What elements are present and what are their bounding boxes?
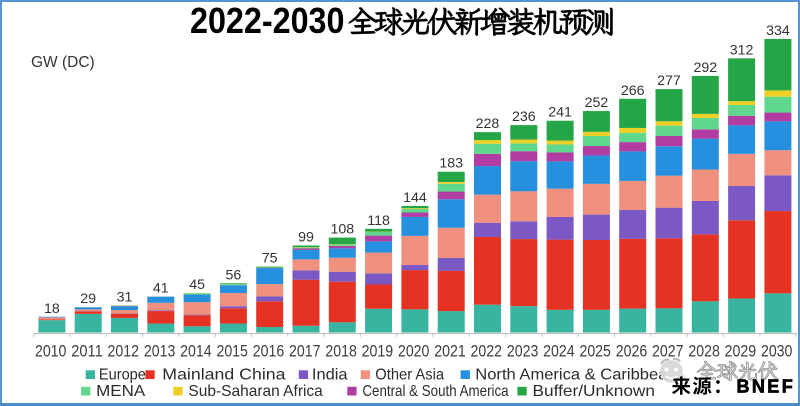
svg-text:India: India [312, 367, 348, 384]
svg-text:North America & Caribbean: North America & Caribbean [475, 367, 676, 384]
svg-text:252: 252 [585, 95, 609, 111]
svg-text:Central & South America: Central & South America [362, 383, 508, 400]
svg-text:2017: 2017 [289, 342, 321, 361]
svg-text:2025: 2025 [579, 342, 611, 361]
svg-text:Mainland China: Mainland China [162, 367, 285, 384]
svg-text:75: 75 [262, 251, 278, 267]
svg-text:183: 183 [439, 156, 463, 172]
svg-text:2011: 2011 [71, 342, 103, 361]
svg-text:Sub-Saharan Africa: Sub-Saharan Africa [188, 383, 322, 400]
svg-text:118: 118 [367, 213, 390, 229]
svg-text:Buffer/Unknown: Buffer/Unknown [533, 383, 656, 400]
svg-text:2023: 2023 [507, 342, 539, 361]
svg-text:266: 266 [621, 83, 645, 99]
svg-text:2021: 2021 [434, 342, 466, 361]
svg-text:2016: 2016 [253, 342, 285, 361]
svg-text:236: 236 [512, 109, 536, 125]
svg-text:41: 41 [153, 281, 169, 297]
svg-text:277: 277 [657, 73, 681, 89]
svg-text:Europe: Europe [99, 367, 146, 384]
svg-text:312: 312 [730, 42, 754, 58]
svg-text:144: 144 [403, 190, 427, 206]
svg-text:241: 241 [548, 105, 572, 121]
svg-text:MENA: MENA [96, 383, 145, 400]
svg-text:GW (DC): GW (DC) [31, 54, 95, 71]
svg-text:2018: 2018 [325, 342, 357, 361]
svg-text:2029: 2029 [725, 342, 757, 361]
svg-text:2028: 2028 [688, 342, 720, 361]
svg-text:2022-2030: 2022-2030 [190, 0, 345, 41]
svg-text:2030: 2030 [761, 342, 793, 361]
svg-text:2019: 2019 [362, 342, 394, 361]
svg-text:2027: 2027 [652, 342, 684, 361]
svg-text:18: 18 [44, 301, 60, 317]
svg-text:292: 292 [693, 60, 717, 76]
svg-text:2024: 2024 [543, 342, 575, 361]
svg-text:228: 228 [476, 116, 500, 132]
svg-text:29: 29 [80, 291, 96, 307]
svg-text:Other Asia: Other Asia [375, 367, 444, 384]
svg-text:2010: 2010 [35, 342, 67, 361]
svg-text:56: 56 [226, 267, 242, 283]
svg-text:31: 31 [117, 289, 133, 305]
svg-text:2012: 2012 [108, 342, 140, 361]
svg-text:45: 45 [189, 277, 205, 293]
svg-text:99: 99 [298, 230, 314, 246]
svg-text:BNEF: BNEF [737, 377, 796, 397]
svg-text:334: 334 [766, 23, 790, 39]
svg-text:2013: 2013 [144, 342, 176, 361]
svg-text:2015: 2015 [216, 342, 248, 361]
svg-text:2014: 2014 [180, 342, 212, 361]
svg-text:2022: 2022 [471, 342, 503, 361]
svg-text:2020: 2020 [398, 342, 430, 361]
svg-text:2026: 2026 [616, 342, 648, 361]
svg-text:108: 108 [330, 222, 354, 238]
